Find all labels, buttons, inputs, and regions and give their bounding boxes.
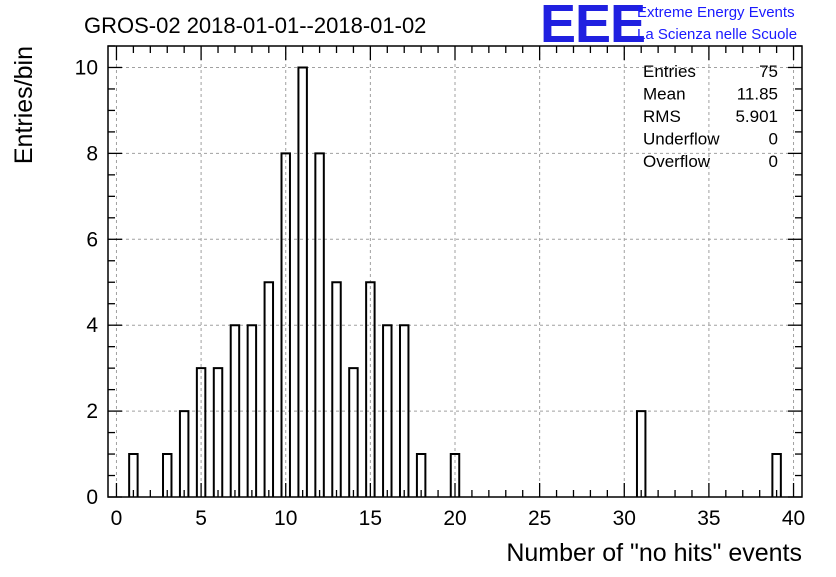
grid	[108, 46, 802, 498]
histogram-bar	[178, 410, 190, 497]
stat-value: 0	[769, 130, 778, 149]
x-tick-label: 0	[111, 507, 123, 530]
logo-mark: EEE	[540, 0, 645, 54]
x-tick-label: 5	[195, 507, 207, 530]
axis-ticks	[108, 45, 802, 498]
histogram-bar	[195, 367, 207, 497]
y-axis-title: Entries/bin	[10, 46, 38, 164]
histogram-bar	[398, 324, 410, 497]
histogram-bar	[314, 152, 325, 497]
histogram-bars	[128, 66, 782, 497]
x-tick-label: 15	[359, 507, 382, 530]
logo-line-2: La Scienza nelle Scuole	[637, 26, 797, 43]
x-tick-label: 35	[697, 507, 720, 530]
stat-label: RMS	[643, 107, 681, 126]
logo-line-1: Extreme Energy Events	[637, 4, 795, 21]
stat-label: Entries	[643, 62, 696, 81]
y-tick-label: 8	[86, 142, 98, 165]
stat-value: 5.901	[735, 107, 778, 126]
y-tick-label: 10	[75, 56, 98, 79]
stat-value: 0	[769, 152, 778, 171]
histogram-bar	[128, 453, 139, 497]
histogram-bar	[382, 324, 393, 497]
histogram-bar	[263, 281, 275, 497]
x-tick-label: 40	[782, 507, 805, 530]
eee-logo: EEE Extreme Energy Events La Scienza nel…	[540, 0, 797, 54]
histogram-bar	[297, 66, 308, 497]
stat-label: Underflow	[643, 130, 720, 149]
histogram-bar	[212, 367, 224, 497]
stats-box: Entries 75 Mean 11.85 RMS 5.901 Underflow 0 Over…	[643, 62, 778, 171]
stat-value: 75	[759, 62, 778, 81]
histogram-bar	[635, 410, 647, 497]
x-tick-label: 10	[274, 507, 297, 530]
y-tick-label: 6	[86, 228, 98, 251]
histogram-bar	[771, 453, 782, 497]
x-tick-label: 20	[443, 507, 466, 530]
plot-frame	[107, 45, 803, 498]
histogram-bar	[280, 152, 291, 497]
stat-label: Overflow	[643, 152, 711, 171]
histogram-bar	[449, 453, 461, 497]
x-tick-label: 30	[613, 507, 636, 530]
tick-labels: 0 5 10 15 20 25 30 35 40 0 2 4 6 8 10	[75, 56, 806, 530]
x-tick-label: 25	[528, 507, 551, 530]
chart-title: GROS-02 2018-01-01--2018-01-02	[84, 13, 426, 38]
x-axis-title: Number of "no hits" events	[506, 539, 802, 567]
histogram-bar	[365, 281, 376, 497]
histogram-bar	[162, 453, 173, 497]
histogram-bar	[415, 453, 427, 497]
histogram-bar	[331, 281, 342, 497]
histogram-bar	[229, 324, 241, 497]
stat-value: 11.85	[737, 85, 778, 104]
histogram-bar	[246, 324, 258, 497]
y-tick-label: 4	[86, 314, 98, 337]
stat-label: Mean	[643, 85, 686, 104]
y-tick-label: 0	[86, 486, 98, 509]
y-tick-label: 2	[86, 400, 98, 423]
histogram-bar	[348, 367, 359, 497]
